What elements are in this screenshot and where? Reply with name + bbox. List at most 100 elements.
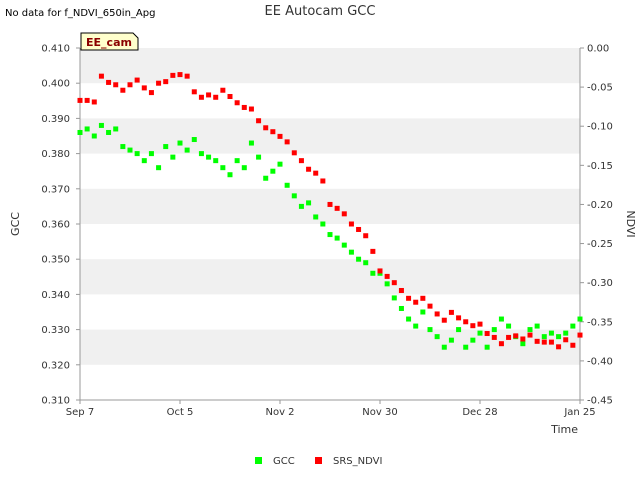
gcc-point — [320, 221, 326, 227]
gcc-point — [184, 147, 190, 153]
y2-ticks: -0.45 -0.40 -0.35 -0.30 -0.25 -0.20 -0.15 -0.10… — [580, 44, 613, 407]
gcc-point — [298, 203, 304, 209]
y-tick-label: 0.390 — [41, 114, 70, 125]
gcc-point — [548, 330, 554, 336]
ndvi-point — [298, 158, 304, 164]
ndvi-point — [348, 221, 354, 227]
ndvi-point — [98, 73, 104, 79]
ndvi-point — [263, 125, 269, 131]
y-tick-label: 0.380 — [41, 149, 70, 160]
x-tick-label: Nov 2 — [265, 407, 294, 418]
ndvi-point — [313, 170, 319, 176]
gcc-point — [91, 133, 97, 139]
ndvi-point — [241, 104, 247, 110]
gcc-point — [156, 165, 162, 171]
y2-tick-label: -0.05 — [587, 83, 613, 94]
ndvi-point — [477, 321, 483, 327]
ndvi-point — [284, 139, 290, 145]
site-badge-label: EE_cam — [86, 36, 132, 49]
gcc-point — [98, 122, 104, 128]
y-tick-label: 0.410 — [41, 44, 70, 55]
legend-swatch — [255, 457, 262, 464]
ndvi-point — [156, 80, 162, 86]
gcc-point — [484, 344, 490, 350]
no-data-note: No data for f_NDVI_650in_Apg — [5, 8, 156, 19]
gcc-point — [491, 327, 497, 333]
ndvi-point — [391, 280, 397, 286]
gcc-point — [441, 344, 447, 350]
ndvi-point — [227, 93, 233, 99]
ndvi-point — [441, 317, 447, 323]
y2-tick-label: -0.45 — [587, 396, 613, 407]
ndvi-point — [220, 87, 226, 93]
grid-band — [80, 259, 580, 295]
ndvi-point — [448, 309, 454, 315]
ndvi-point — [77, 97, 83, 103]
x-tick-label: Dec 28 — [462, 407, 497, 418]
y-tick-label: 0.340 — [41, 290, 70, 301]
gcc-point — [563, 330, 569, 336]
gcc-point — [256, 154, 262, 160]
ndvi-point — [141, 85, 147, 91]
gcc-point — [506, 323, 512, 329]
ndvi-point — [113, 82, 119, 88]
gcc-point — [141, 158, 147, 164]
gcc-point — [206, 154, 212, 160]
ndvi-point — [198, 94, 204, 100]
ndvi-point — [363, 233, 369, 239]
y2-axis-label: NDVI — [624, 210, 637, 237]
y-tick-label: 0.320 — [41, 360, 70, 371]
ndvi-point — [327, 201, 333, 207]
ndvi-point — [420, 295, 426, 301]
ndvi-point — [456, 315, 462, 321]
ndvi-point — [563, 337, 569, 343]
ndvi-point — [256, 118, 262, 124]
gcc-point — [127, 147, 133, 153]
ndvi-point — [541, 339, 547, 345]
gcc-point — [134, 151, 140, 157]
gcc-point — [220, 165, 226, 171]
gcc-point — [356, 256, 362, 262]
legend-label: GCC — [273, 456, 295, 467]
gcc-point — [241, 165, 247, 171]
ndvi-point — [306, 166, 312, 172]
y-tick-label: 0.400 — [41, 79, 70, 90]
ndvi-point — [170, 72, 176, 78]
gcc-point — [527, 327, 533, 333]
ndvi-point — [334, 205, 340, 211]
ndvi-points — [77, 72, 583, 350]
site-badge: EE_cam — [80, 32, 139, 51]
x-tick-label: Oct 5 — [167, 407, 194, 418]
ndvi-point — [413, 299, 419, 305]
gcc-point — [498, 316, 504, 322]
gcc-point — [170, 154, 176, 160]
y2-tick-label: -0.30 — [587, 278, 613, 289]
gcc-point — [84, 126, 90, 132]
ndvi-point — [398, 287, 404, 293]
grid-bands — [80, 48, 580, 365]
ndvi-point — [91, 99, 97, 105]
gcc-point — [334, 235, 340, 241]
gcc-point — [556, 334, 562, 340]
gcc-point — [113, 126, 119, 132]
ndvi-point — [191, 89, 197, 95]
gcc-point — [234, 158, 240, 164]
y-ticks: 0.310 0.320 0.330 0.340 0.350 0.360 0.370 0.380… — [41, 44, 80, 407]
ndvi-point — [384, 273, 390, 279]
ndvi-point — [177, 72, 183, 78]
gcc-point — [327, 232, 333, 238]
ndvi-point — [370, 248, 376, 254]
ndvi-point — [291, 150, 297, 156]
gcc-point — [427, 327, 433, 333]
gcc-point — [270, 168, 276, 174]
gcc-point — [470, 337, 476, 343]
ndvi-point — [134, 77, 140, 83]
grid-band — [80, 118, 580, 154]
y-tick-label: 0.360 — [41, 220, 70, 231]
gcc-point — [348, 249, 354, 255]
gcc-point — [341, 242, 347, 248]
ndvi-point — [270, 129, 276, 135]
ndvi-point — [527, 332, 533, 338]
legend: GCC SRS_NDVI — [255, 456, 382, 467]
